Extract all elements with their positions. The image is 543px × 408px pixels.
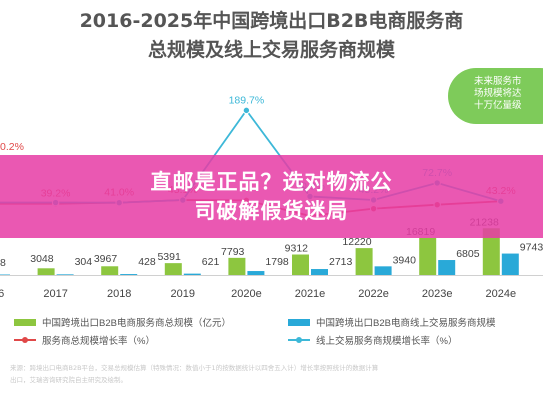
bar-online-2021e [311, 269, 328, 275]
legend-label-total-scale: 中国跨境出口B2B电商服务商总规模（亿元） [42, 317, 231, 329]
bar-online-2022e [374, 266, 392, 275]
legend-marker-online-growth [296, 337, 302, 343]
bar-label-online-2017: 304 [75, 256, 93, 268]
bar-total-2018 [101, 266, 119, 275]
bar-online-2017 [56, 274, 74, 275]
bar-label-online-2018: 428 [138, 256, 156, 268]
x-tick-2017: 2017 [43, 288, 67, 300]
overlay-banner[interactable]: 直邮是正品？选对物流公司破解假货迷局 [0, 155, 543, 238]
annotation-line2: 场规模将达 [474, 88, 522, 99]
x-tick-2023e: 2023e [422, 288, 453, 300]
bar-total-2017 [37, 268, 55, 275]
legend-marker-total-growth [22, 337, 28, 343]
bar-total-2023e [419, 237, 437, 275]
bar-online-2023e [438, 260, 456, 275]
x-tick-2021e: 2021e [295, 288, 326, 300]
legend-label-online-growth: 线上交易服务商规模增长率（%） [316, 335, 457, 347]
line-label-online-growth-2020e: 189.7% [229, 94, 265, 106]
legend-label-total-growth: 服务商总规模增长率（%） [42, 335, 155, 347]
x-tick-2019: 2019 [171, 288, 195, 300]
bar-total-2020e [228, 257, 246, 275]
footnote-line1: 来源：跨境出口电商B2B平台，交易总规模估算（特殊情况：数值小于1的按数据统计以… [10, 364, 379, 372]
bar-label-online-2020e: 1798 [265, 256, 289, 268]
bar-total-2024e [482, 228, 500, 275]
left-edge-bar-label: 8 [0, 257, 6, 269]
point-online-growth-2020e [242, 106, 251, 115]
bar-label-total-2021e: 9312 [285, 243, 309, 255]
chart-title-line1: 2016-2025年中国跨境出口B2B电商服务商 [80, 9, 464, 32]
bar-label-online-2022e: 3940 [393, 254, 417, 266]
bar-label-online-2019: 621 [202, 256, 220, 268]
x-tick-2018: 2018 [107, 288, 131, 300]
footnote: 来源：跨境出口电商B2B平台，交易总规模估算（特殊情况：数值小于1的按数据统计以… [10, 362, 535, 402]
bar-online-2020e [247, 271, 265, 275]
x-tick-2016: 2016 [0, 288, 4, 300]
annotation-line3: 十万亿量级 [474, 100, 522, 111]
bar-label-total-2022e: 12220 [342, 236, 371, 248]
bar-label-total-2020e: 7793 [221, 246, 245, 258]
bar-online-2018 [120, 274, 138, 275]
x-tick-2024e: 2024e [486, 288, 517, 300]
bar-label-total-2017: 3048 [30, 253, 54, 265]
bar-total-2021e [292, 254, 309, 275]
bar-online-2019 [183, 273, 201, 275]
bar-total-2022e [355, 248, 373, 275]
bar-online-2016 [0, 274, 10, 275]
annotation-bubble: 未来服务市 场规模将达 十万亿量级 [448, 68, 543, 124]
chart-title-line2: 总规模及线上交易服务商规模 [148, 38, 396, 61]
bar-label-online-2021e: 2713 [329, 256, 353, 268]
overlay-banner-text: 直邮是正品？选对物流公司破解假货迷局 [150, 169, 393, 223]
legend-label-online-scale: 中国跨境出口B2B电商线上交易服务商规模 [316, 317, 496, 329]
legend: 中国跨境出口B2B电商服务商总规模（亿元） 中国跨境出口B2B电商线上交易服务商… [14, 317, 496, 347]
footnote-line2: 出口，艾瑞咨询研究院自主研究及绘制。 [10, 376, 127, 384]
x-tick-2022e: 2022e [358, 288, 389, 300]
bar-label-total-2019: 5391 [157, 251, 181, 263]
bar-label-total-2018: 3967 [94, 253, 118, 265]
bar-online-2024e [501, 253, 519, 275]
annotation-line1: 未来服务市 [474, 76, 522, 87]
bar-label-online-2023e: 6805 [456, 248, 480, 260]
bar-label-online-2024e: 9743 [520, 242, 543, 254]
bar-total-2019 [164, 263, 182, 275]
left-edge-growth-label: 0.2% [0, 141, 24, 153]
legend-swatch-online-scale [288, 319, 310, 326]
x-tick-2020e: 2020e [231, 288, 262, 300]
legend-swatch-total-scale [14, 319, 36, 326]
